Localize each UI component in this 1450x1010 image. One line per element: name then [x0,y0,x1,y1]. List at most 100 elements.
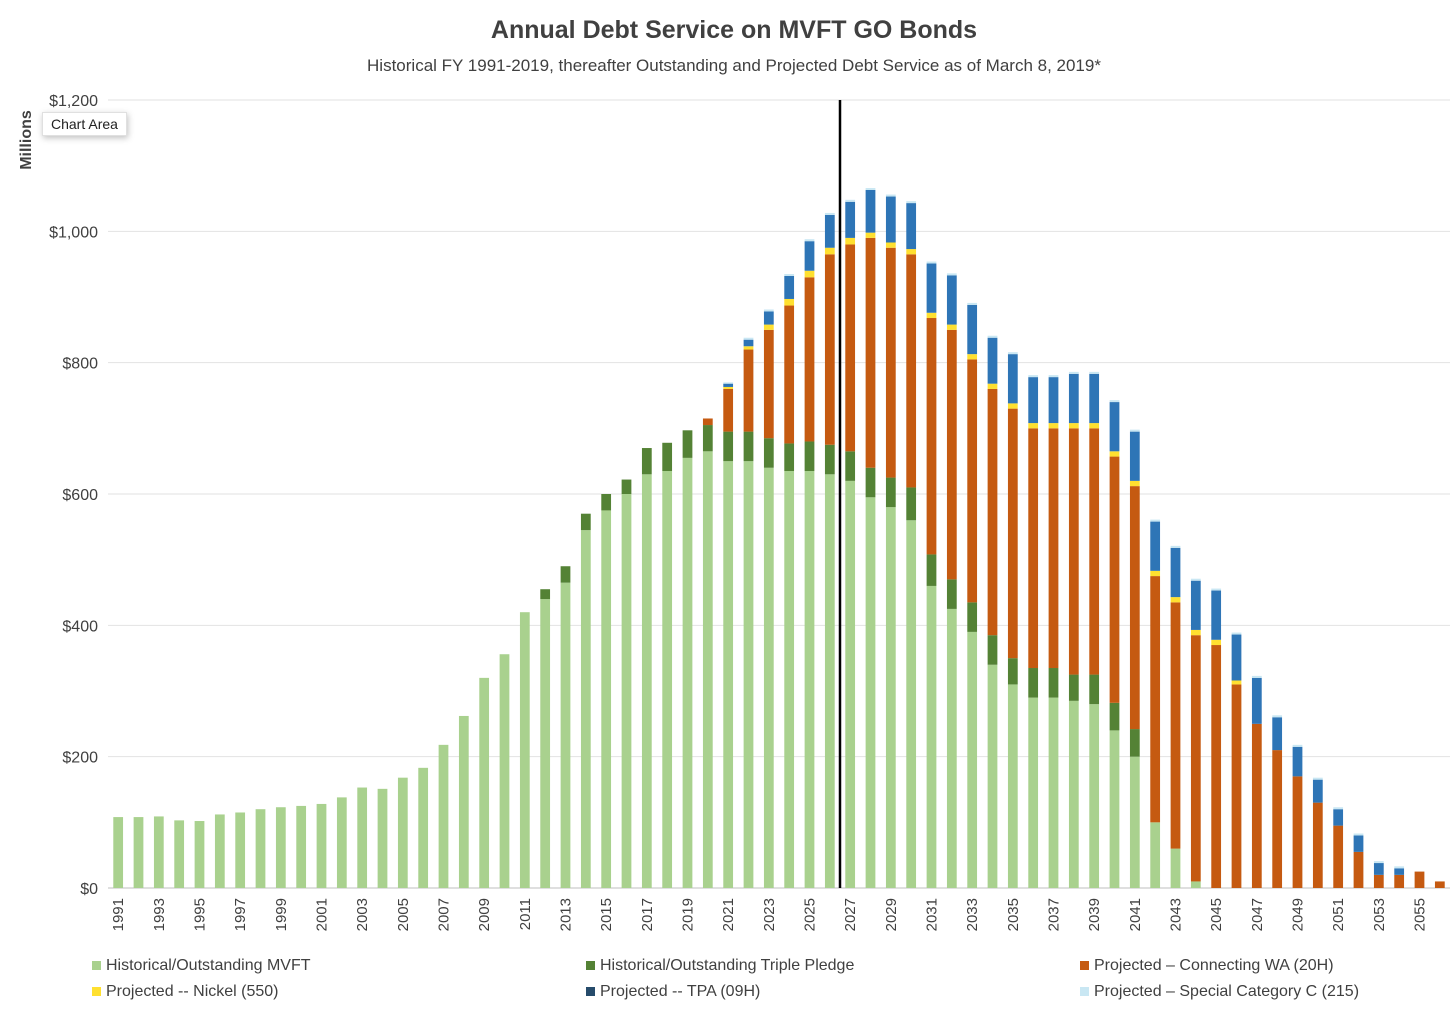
legend-item: Projected -- Nickel (550) [92,983,279,1001]
bar-segment [946,608,957,888]
bar-segment [601,494,612,511]
y-tick-label: $400 [62,618,98,635]
bar-segment [784,471,795,888]
bar-segment [235,812,246,888]
bar-segment [458,715,469,888]
bar-segment [1068,373,1079,424]
bar-segment [1068,700,1079,888]
bar-segment [763,324,774,330]
chart-plot[interactable]: $0$200$400$600$800$1,000$1,200 1991 1993 1… [0,0,1450,960]
x-tick-label: 2029 [883,898,900,931]
x-tick-label: 2015 [598,898,615,931]
bar-segment [987,337,998,384]
bar-segment [885,247,896,478]
bar-segment [1048,423,1059,429]
bar-segment [723,383,734,387]
bar-segment [1190,629,1201,636]
bar-segment [1129,756,1140,888]
bar-segment [1394,866,1405,869]
bar-segment [336,797,347,888]
y-tick-label: $1,000 [49,224,98,241]
x-tick-label: 2053 [1371,898,1388,931]
bar-segment [763,329,774,439]
x-tick-label: 2043 [1168,898,1185,931]
bar-segment [926,263,937,313]
bar-segment [1109,451,1120,457]
bar-segment [1150,521,1161,571]
bar-segment [824,214,835,248]
bar-segment [784,274,795,276]
x-tick-label: 2039 [1086,898,1103,931]
legend-item: Historical/Outstanding MVFT [92,957,311,975]
bar-segment [824,247,835,255]
bar-segment [438,744,449,888]
bar-segment [1292,744,1303,747]
bar-segment [1129,431,1140,481]
legend-label: Historical/Outstanding MVFT [106,957,311,974]
bar-segment [926,261,937,264]
bar-segment [1028,428,1039,669]
bar-segment [824,444,835,475]
bar-segment [1028,668,1039,698]
legend-item: Historical/Outstanding Triple Pledge [586,957,854,975]
bar-segment [1007,352,1018,355]
bar-segment [743,337,754,340]
legend-label: Projected – Connecting WA (20H) [1094,957,1334,974]
y-tick-label: $0 [80,881,98,898]
bar-segment [1353,851,1364,888]
bar-segment [723,431,734,462]
bar-segment [1211,645,1222,888]
bar-segment [763,438,774,468]
bar-segment [316,803,327,888]
bar-segment [865,467,876,498]
bar-segment [641,474,652,888]
legend-item: Projected – Connecting WA (20H) [1080,957,1334,975]
x-tick-label: 2047 [1249,898,1266,931]
bar-segment [1211,588,1222,591]
chart-title: Annual Debt Service on MVFT GO Bonds [490,16,978,44]
bar-segment [1150,822,1161,888]
bar-segment [845,244,856,452]
bar-segment [702,425,713,452]
bar-segment [113,817,124,888]
bar-segment [153,816,164,888]
bar-segment [845,480,856,888]
bar-segment [1089,674,1100,705]
bar-segment [885,507,896,888]
bar-segment [804,239,815,242]
bar-segment [296,805,307,888]
x-tick-label: 2017 [639,898,656,931]
bar-segment [1211,590,1222,640]
bar-segment [824,212,835,215]
bar-segment [1312,777,1323,780]
bar-segment [1272,715,1283,718]
bar-segment [987,635,998,665]
bar-segment [723,382,734,384]
bar-segment [1048,668,1059,698]
bar-segment [1272,750,1283,888]
bar-segment [1373,861,1384,864]
x-tick-label: 2055 [1412,898,1429,931]
y-tick-label: $600 [62,487,98,504]
y-axis-label: Millions [18,110,35,170]
bar-segment [1373,874,1384,888]
bar-segment [1109,400,1120,403]
bar-segment [1231,634,1242,681]
legend-item: Projected – Special Category C (215) [1080,983,1359,1001]
bar-segment [519,612,530,888]
bar-segment [1089,373,1100,424]
bar-segment [1312,779,1323,803]
bar-segment [1007,684,1018,888]
bar-segment [662,442,673,472]
bar-segment [946,579,957,609]
bar-segment [1434,881,1445,888]
bar-segment [1292,746,1303,777]
bar-segment [967,631,978,888]
bar-segment [540,599,551,888]
bar-segment [601,510,612,888]
bar-segment [967,354,978,360]
x-tick-label: 1997 [232,898,249,931]
bar-segment [1089,428,1100,675]
bar-segment [1048,697,1059,888]
bar-segment [1068,371,1079,374]
